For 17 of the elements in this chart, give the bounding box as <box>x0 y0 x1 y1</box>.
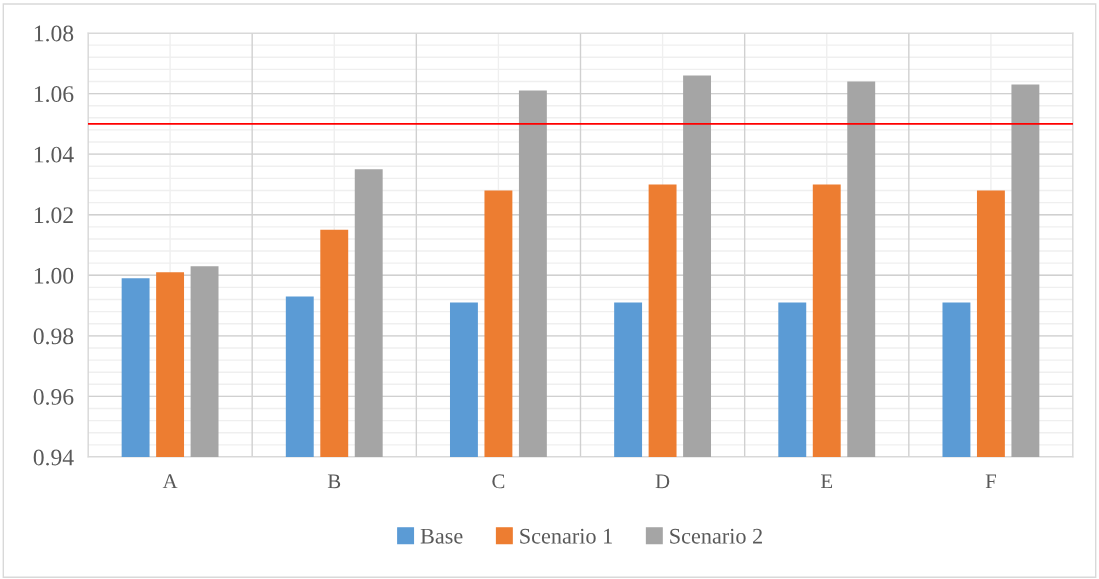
y-tick-label: 0.96 <box>33 388 74 405</box>
x-tick-label: B <box>327 474 341 489</box>
legend-label: Scenario 2 <box>670 528 762 544</box>
x-tick-label: C <box>492 474 505 489</box>
y-tick-label: 1.02 <box>34 207 73 224</box>
legend-label: Scenario 1 <box>520 528 612 544</box>
y-tick-label: 1.08 <box>34 25 74 42</box>
y-tick-label: 0.94 <box>33 449 74 466</box>
legend-label: Base <box>420 528 463 544</box>
x-tick-label: E <box>820 474 833 489</box>
y-tick-label: 1.00 <box>34 267 74 284</box>
x-tick-label: A <box>162 474 178 489</box>
y-tick-label: 1.04 <box>34 146 74 163</box>
x-tick-label: F <box>985 474 996 489</box>
y-tick-label: 1.06 <box>34 86 74 103</box>
x-tick-label: D <box>655 474 670 489</box>
y-tick-label: 0.98 <box>33 328 74 345</box>
